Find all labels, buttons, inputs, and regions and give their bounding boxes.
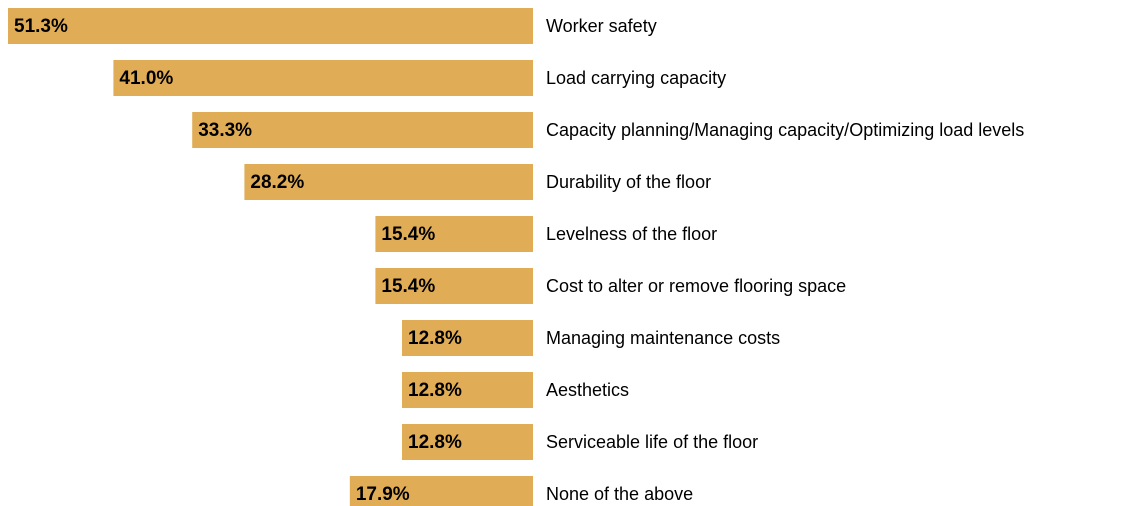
bar <box>402 372 533 408</box>
bar <box>375 268 533 304</box>
bar <box>192 112 534 148</box>
bar <box>113 60 533 96</box>
bar <box>8 8 533 44</box>
category-label: Cost to alter or remove flooring space <box>546 276 846 296</box>
value-label: 33.3% <box>198 120 252 141</box>
bar <box>402 320 533 356</box>
value-label: 12.8% <box>408 432 462 453</box>
bar <box>349 476 533 506</box>
value-label: 41.0% <box>119 68 173 89</box>
category-label: None of the above <box>546 484 693 504</box>
category-label: Serviceable life of the floor <box>546 432 758 452</box>
category-label: Worker safety <box>546 16 657 36</box>
value-label: 15.4% <box>381 224 435 245</box>
category-label: Levelness of the floor <box>546 224 717 244</box>
category-label: Aesthetics <box>546 380 629 400</box>
value-label: 17.9% <box>356 484 410 505</box>
category-label: Managing maintenance costs <box>546 328 780 348</box>
value-label: 15.4% <box>381 276 435 297</box>
value-label: 12.8% <box>408 380 462 401</box>
value-label: 51.3% <box>14 16 68 37</box>
bar <box>402 424 533 460</box>
category-label: Load carrying capacity <box>546 68 726 88</box>
value-label: 28.2% <box>250 172 304 193</box>
category-label: Capacity planning/Managing capacity/Opti… <box>546 120 1024 140</box>
category-label: Durability of the floor <box>546 172 711 192</box>
value-label: 12.8% <box>408 328 462 349</box>
bar <box>375 216 533 252</box>
bar <box>244 164 533 200</box>
